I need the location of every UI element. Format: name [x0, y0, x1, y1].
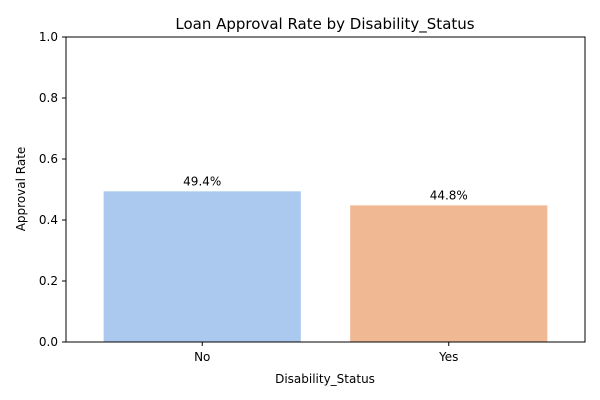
y-axis-label: Approval Rate	[14, 147, 28, 232]
bar-yes	[350, 205, 548, 342]
x-axis-label: Disability_Status	[275, 372, 375, 386]
y-tick-label: 0.2	[39, 274, 58, 288]
y-tick-label: 0.6	[39, 152, 58, 166]
y-tick-label: 0.0	[39, 335, 58, 349]
plot-area	[103, 191, 548, 342]
plot-frame	[65, 36, 586, 343]
data-label-yes: 44.8%	[430, 188, 468, 202]
x-tick-label-yes: Yes	[438, 350, 458, 364]
bar-no	[103, 191, 301, 342]
chart-title: Loan Approval Rate by Disability_Status	[175, 15, 474, 34]
y-tick-label: 0.4	[39, 213, 58, 227]
x-tick-label-no: No	[194, 350, 210, 364]
y-tick-label: 0.8	[39, 91, 58, 105]
y-tick-label: 1.0	[39, 30, 58, 44]
data-label-no: 49.4%	[183, 174, 221, 188]
